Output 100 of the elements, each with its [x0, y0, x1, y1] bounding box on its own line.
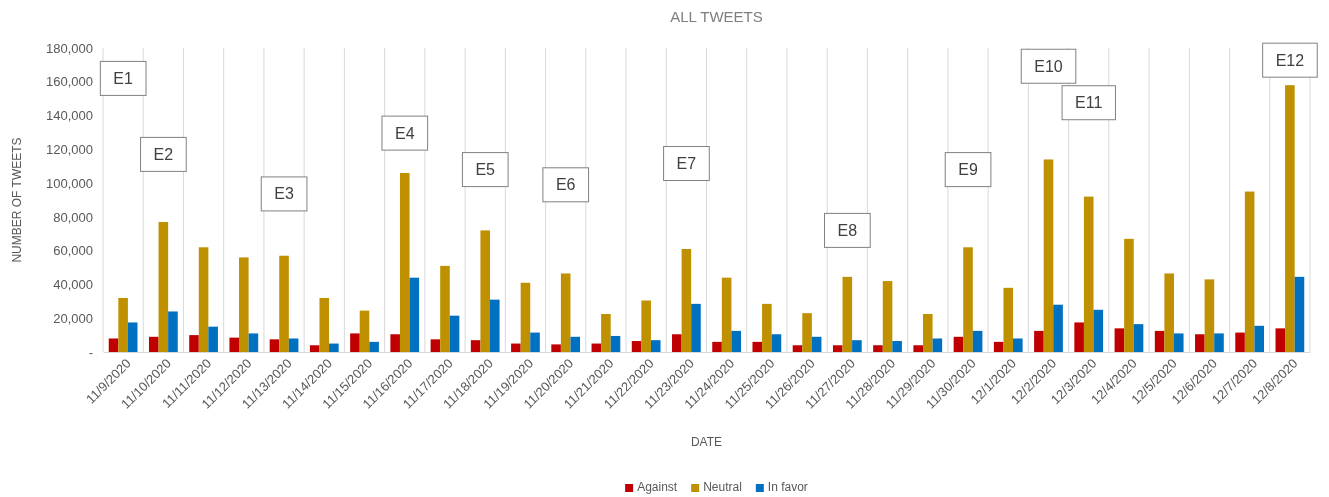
annotation: E11	[1075, 94, 1103, 112]
chart-title: ALL TWEETS	[670, 8, 763, 25]
annotation: E5	[475, 161, 496, 179]
bar	[239, 257, 249, 352]
bar	[198, 247, 209, 352]
bar	[520, 282, 531, 352]
bar	[229, 337, 240, 352]
bar	[319, 297, 330, 352]
annotation: E1	[113, 69, 133, 87]
bar	[1034, 330, 1044, 352]
y-tick-label: 80,000	[53, 209, 93, 225]
bar	[1083, 196, 1094, 352]
bar	[118, 297, 128, 352]
bar	[329, 343, 339, 352]
bar	[359, 310, 370, 352]
bar	[369, 341, 379, 352]
bar	[631, 341, 642, 352]
bar	[792, 345, 803, 352]
bar	[1275, 328, 1286, 352]
bar	[762, 303, 772, 352]
bar	[158, 221, 169, 352]
bar	[399, 172, 410, 352]
bar	[932, 338, 943, 352]
bar	[449, 315, 460, 352]
bar	[691, 303, 701, 352]
bar	[1124, 238, 1134, 352]
bar	[530, 332, 540, 352]
annotation: E2	[153, 145, 174, 163]
y-axis-title: NUMBER OF TWEETS	[10, 137, 24, 263]
bar	[922, 314, 933, 352]
bar	[641, 300, 651, 352]
bar	[1074, 322, 1084, 352]
y-tick-label: 60,000	[53, 243, 93, 259]
bar	[189, 335, 199, 352]
bar	[390, 334, 400, 352]
annotation: E9	[958, 161, 978, 179]
bar	[1195, 334, 1205, 352]
bar	[350, 333, 360, 352]
bar	[288, 338, 299, 352]
bar	[127, 322, 138, 352]
bar	[802, 313, 812, 352]
bar	[882, 281, 893, 352]
y-tick-label: 180,000	[46, 40, 93, 56]
y-tick-label: -	[88, 344, 93, 360]
bar	[430, 339, 441, 352]
bar	[721, 277, 732, 352]
bar	[601, 314, 611, 352]
bar	[1114, 328, 1125, 352]
bar	[672, 334, 682, 352]
annotation: E3	[274, 185, 294, 203]
legend-label: Against	[637, 480, 678, 494]
bar	[148, 336, 159, 352]
legend-label: In favor	[767, 480, 808, 494]
x-axis-title: DATE	[690, 435, 723, 449]
y-tick-label: 120,000	[46, 141, 93, 157]
bar	[1235, 332, 1245, 352]
bar	[610, 335, 621, 352]
bar	[1043, 159, 1054, 352]
bar	[1053, 304, 1063, 352]
y-tick-label: 40,000	[53, 277, 93, 293]
bar	[1164, 273, 1174, 352]
bar	[892, 341, 902, 352]
bar	[1154, 330, 1165, 352]
bar	[208, 326, 218, 352]
bar	[972, 330, 983, 352]
y-tick-label: 140,000	[46, 108, 93, 124]
bar	[811, 336, 822, 352]
bar	[752, 341, 763, 352]
bar	[570, 336, 581, 352]
bar	[108, 338, 119, 352]
bar	[560, 273, 571, 352]
bar	[1133, 324, 1144, 352]
y-tick-label: 100,000	[46, 175, 93, 191]
bar	[168, 311, 178, 352]
y-tick-label: 20,000	[53, 310, 93, 326]
bar	[440, 265, 450, 352]
annotation: E6	[555, 176, 576, 194]
bar	[1204, 279, 1215, 352]
legend-label: Neutral	[703, 480, 742, 494]
bar	[650, 340, 661, 352]
annotation: E8	[837, 221, 858, 239]
bar	[681, 248, 692, 352]
bar	[953, 336, 964, 352]
annotation: E4	[394, 124, 415, 142]
bar	[248, 333, 259, 352]
bar	[731, 330, 741, 352]
bar	[309, 345, 320, 352]
annotation: E7	[676, 155, 697, 173]
bar	[1285, 85, 1295, 352]
y-tick-label: 160,000	[46, 74, 93, 90]
bar	[842, 276, 853, 352]
bar	[963, 247, 973, 352]
bar	[1244, 191, 1255, 352]
bar	[409, 277, 420, 352]
bar	[269, 339, 280, 352]
bar	[279, 255, 289, 352]
bar	[1093, 309, 1104, 352]
annotation: E12	[1275, 51, 1305, 69]
bar	[1013, 338, 1023, 352]
bar	[993, 341, 1004, 352]
